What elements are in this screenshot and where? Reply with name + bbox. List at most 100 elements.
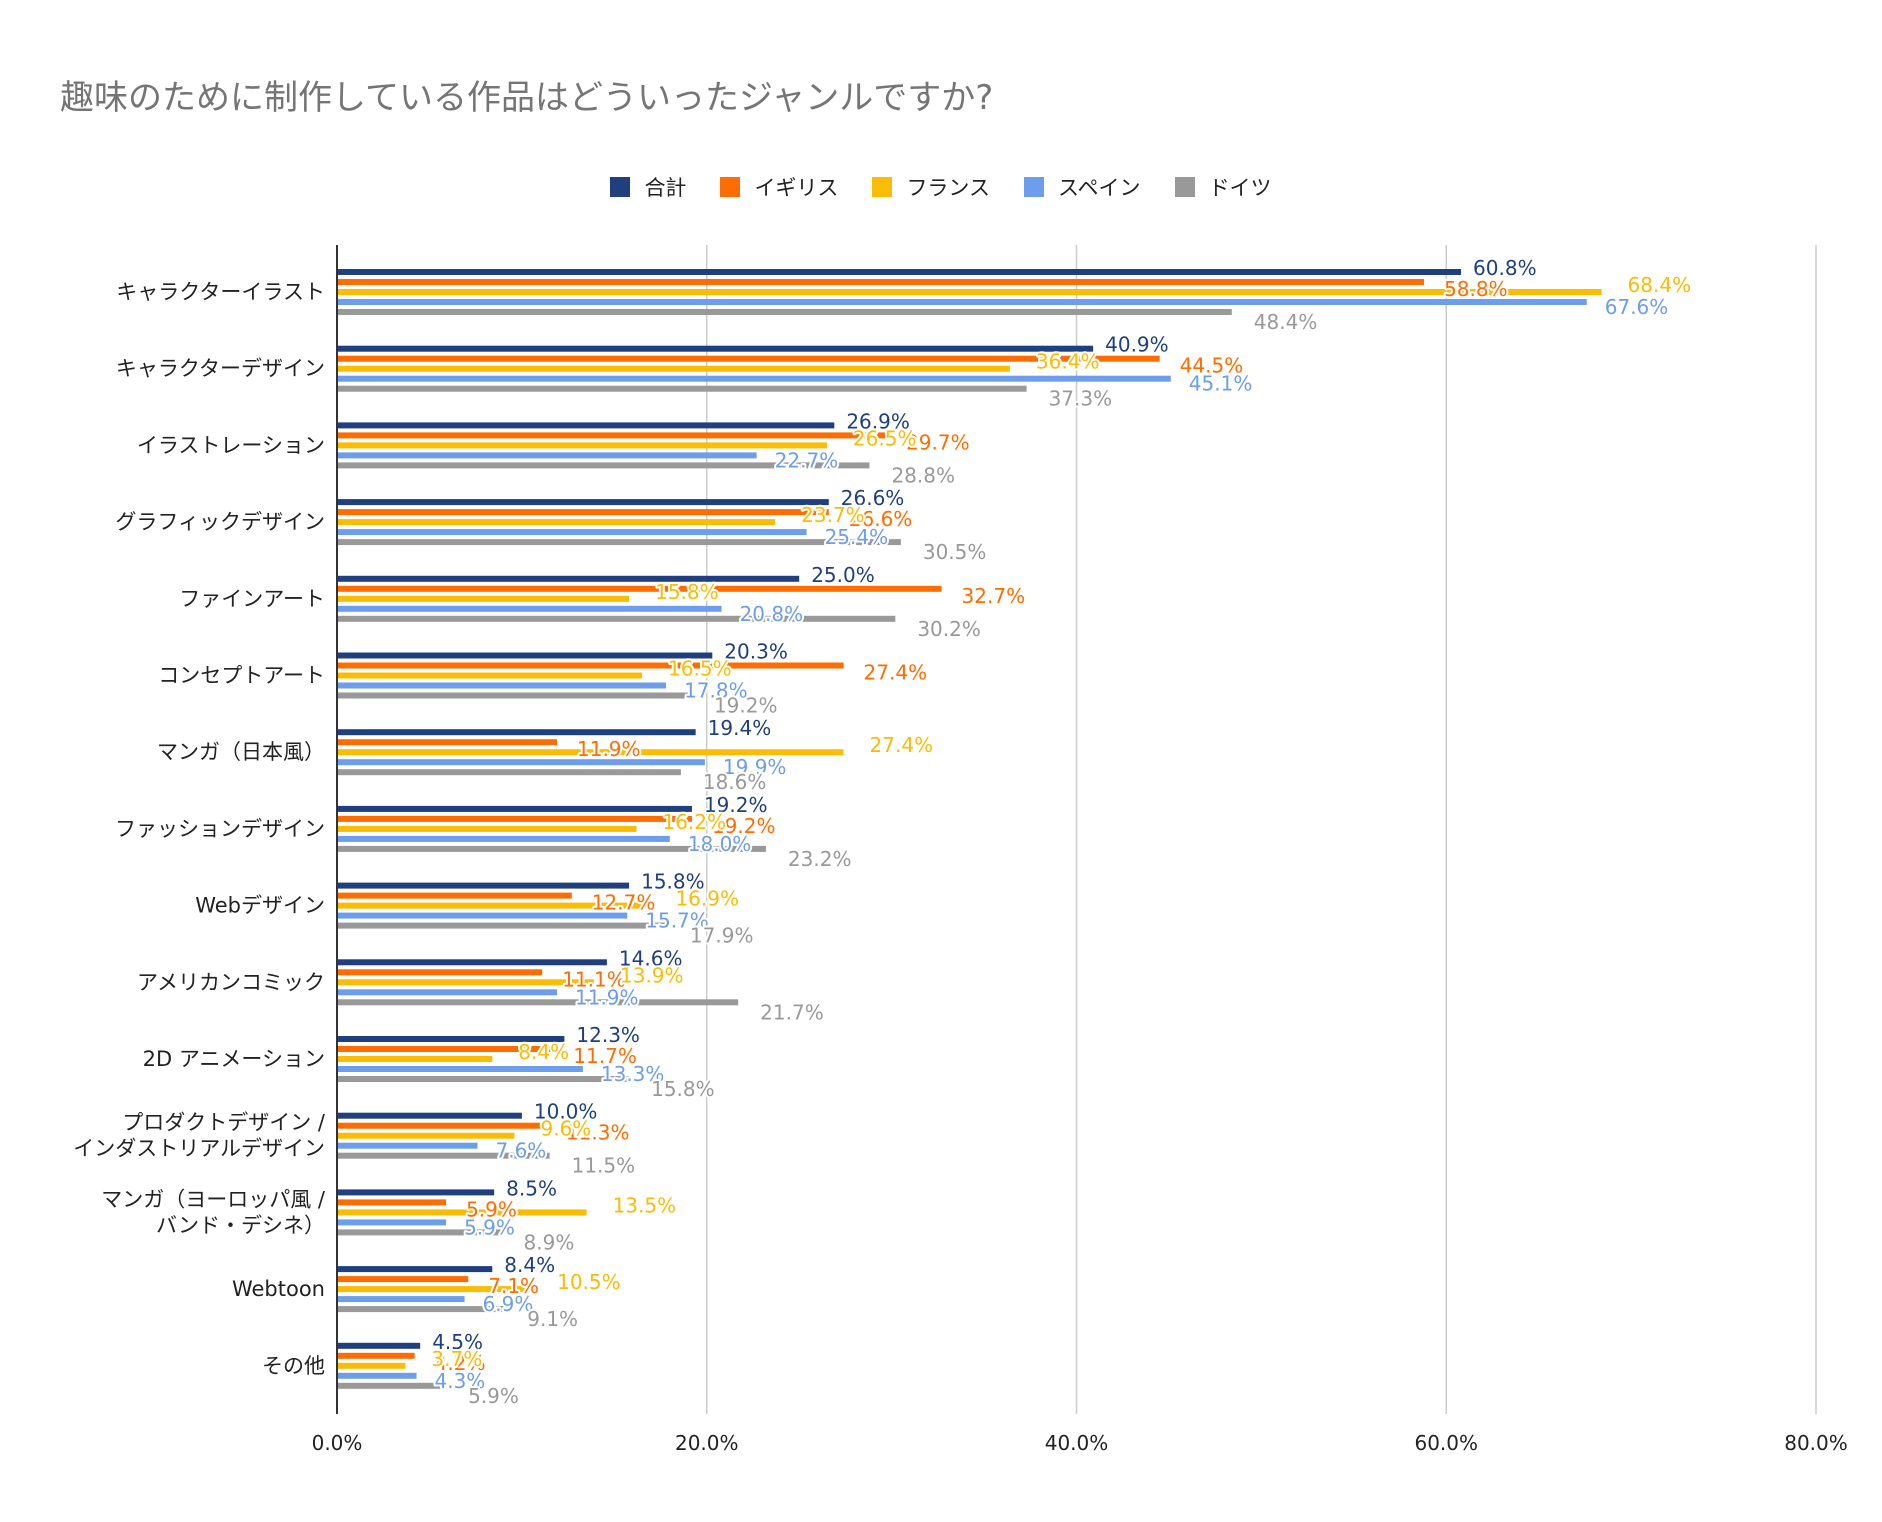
bar (337, 1286, 532, 1293)
category-label: ファッションデザイン (115, 817, 325, 841)
data-label: 7.6% (496, 1139, 547, 1163)
bar (337, 662, 844, 669)
bar (337, 682, 667, 689)
bar (337, 309, 1232, 315)
data-label: 5.9% (466, 1197, 517, 1221)
bar (337, 1219, 447, 1226)
category-label: グラフィックデザイン (115, 510, 325, 534)
data-label: 14.6% (619, 946, 683, 970)
bar (337, 355, 1160, 362)
data-label: 3.7% (431, 1347, 482, 1371)
bar (337, 739, 558, 746)
bar (337, 882, 630, 889)
bar (337, 1362, 406, 1369)
bar (337, 1112, 522, 1119)
legend-item: イギリス (720, 172, 838, 202)
data-label: 8.4% (504, 1253, 555, 1277)
category-label: ファインアート (179, 587, 325, 611)
category-label: マンガ（日本風） (157, 740, 325, 764)
bar (337, 912, 628, 919)
bar (337, 375, 1171, 382)
data-label: 11.5% (572, 1154, 636, 1178)
legend-label: ドイツ (1208, 176, 1272, 200)
data-label: 19.2% (712, 814, 776, 838)
bar (337, 605, 722, 612)
bar (337, 575, 800, 582)
bar (337, 1209, 587, 1216)
bar (337, 279, 1425, 285)
data-label: 26.6% (841, 486, 905, 510)
data-label: 19.4% (708, 716, 772, 740)
category-label: Webtoon (232, 1277, 325, 1301)
bar (337, 1352, 415, 1359)
bar (337, 509, 829, 516)
bar (337, 1266, 493, 1273)
bar (337, 845, 766, 852)
data-label: 19.2% (704, 793, 768, 817)
category-label: マンガ（ヨーロッパ風 / (101, 1187, 326, 1211)
category-label: キャラクターデザイン (116, 357, 325, 381)
data-label: 11.7% (573, 1044, 637, 1068)
x-tick-label: 40.0% (1045, 1431, 1109, 1455)
bar (337, 452, 757, 459)
data-label: 17.9% (690, 924, 754, 948)
data-label: 17.8% (684, 679, 748, 703)
data-label: 26.9% (846, 409, 910, 433)
bar (337, 595, 630, 602)
x-tick-label: 60.0% (1414, 1431, 1478, 1455)
legend-swatch (1174, 177, 1195, 197)
data-label: 20.3% (724, 640, 788, 664)
data-label: 4.2% (435, 1351, 486, 1375)
bar (337, 432, 887, 439)
data-label: 8.4% (518, 1040, 569, 1064)
data-label: 30.5% (923, 540, 987, 564)
data-label: 9.6% (540, 1117, 591, 1141)
bar (337, 902, 650, 909)
data-label: 19.2% (714, 694, 778, 718)
data-label: 5.9% (464, 1215, 515, 1239)
category-label: 2D アニメーション (143, 1047, 325, 1071)
bar (337, 969, 543, 976)
category-label: バンド・デシネ） (156, 1213, 325, 1237)
bar (337, 615, 896, 622)
data-label: 58.8% (1444, 277, 1508, 301)
data-label: 10.5% (557, 1270, 621, 1294)
bar (337, 1122, 546, 1129)
bar (337, 269, 1462, 275)
bar (337, 299, 1587, 305)
data-label: 11.9% (577, 737, 641, 761)
x-tick-label: 0.0% (312, 1431, 363, 1455)
bar (337, 365, 1010, 372)
legend-item: フランス (872, 172, 990, 202)
legend-label: フランス (906, 176, 991, 200)
data-label: 7.1% (488, 1274, 539, 1298)
data-label: 19.9% (723, 755, 787, 779)
legend-item: ドイツ (1174, 172, 1272, 202)
data-label: 27.4% (864, 661, 928, 685)
data-label: 15.7% (645, 909, 709, 933)
bar (337, 499, 829, 506)
bar (337, 805, 692, 812)
bar (337, 979, 594, 986)
data-label: 8.9% (524, 1230, 575, 1254)
data-label: 23.2% (788, 847, 852, 871)
bar (337, 729, 696, 736)
data-label: 4.5% (432, 1330, 483, 1354)
legend: 合計 イギリス フランス スペイン ドイツ (0, 172, 1882, 202)
data-label: 25.0% (811, 563, 875, 587)
data-label: 30.2% (917, 617, 981, 641)
data-label: 67.6% (1605, 295, 1669, 319)
data-label: 44.5% (1180, 354, 1244, 378)
data-label: 37.3% (1049, 387, 1113, 411)
legend-swatch (610, 177, 631, 197)
bar (337, 1046, 554, 1052)
data-label: 13.9% (620, 963, 684, 987)
legend-swatch (1024, 177, 1045, 197)
data-label: 13.3% (601, 1062, 665, 1086)
bar (337, 442, 827, 449)
bar (337, 1229, 502, 1236)
bar (337, 539, 901, 546)
data-label: 68.4% (1628, 273, 1692, 297)
category-label: コンセプトアート (158, 664, 325, 688)
